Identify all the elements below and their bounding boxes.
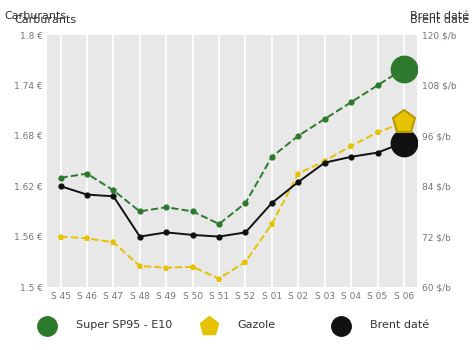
Text: Carburants: Carburants bbox=[14, 15, 76, 25]
Text: Super SP95 - E10: Super SP95 - E10 bbox=[76, 321, 172, 330]
Text: Brent daté: Brent daté bbox=[410, 15, 469, 25]
Text: Carburants: Carburants bbox=[5, 11, 67, 21]
Text: Brent daté: Brent daté bbox=[370, 321, 429, 330]
Text: Gazole: Gazole bbox=[237, 321, 275, 330]
Text: Brent daté: Brent daté bbox=[410, 11, 469, 21]
